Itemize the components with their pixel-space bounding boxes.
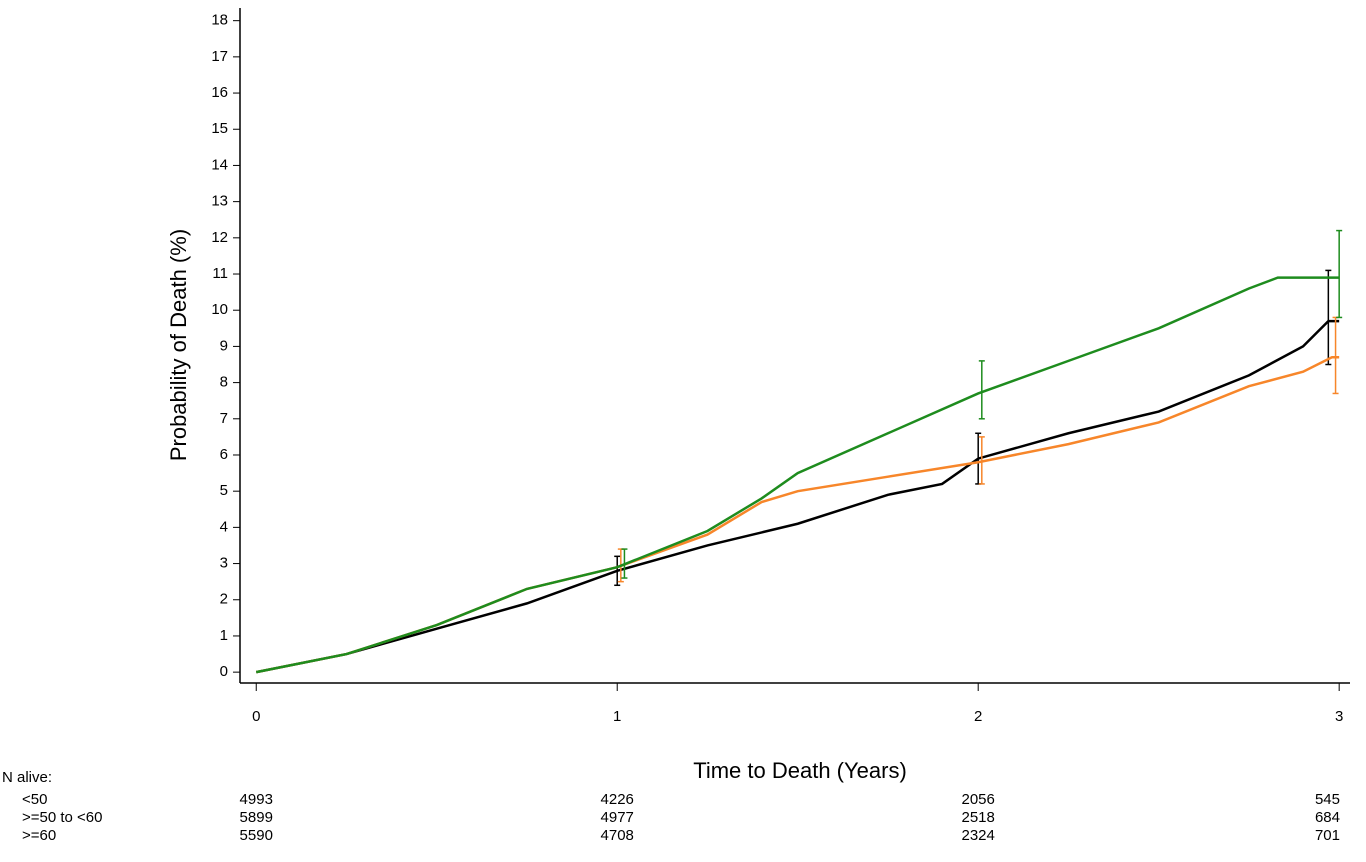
risk-table-title: N alive:: [2, 769, 52, 786]
risk-count: 4708: [601, 827, 634, 844]
y-tick-label: 16: [211, 84, 228, 101]
x-tick-label: 1: [613, 708, 621, 725]
y-tick-label: 18: [211, 12, 228, 29]
y-tick-label: 14: [211, 156, 228, 173]
x-tick-label: 2: [974, 708, 982, 725]
y-tick-label: 13: [211, 193, 228, 210]
y-tick-label: 0: [220, 663, 228, 680]
risk-count: 701: [1315, 827, 1340, 844]
y-axis-label: Probability of Death (%): [166, 229, 191, 461]
y-tick-label: 12: [211, 229, 228, 246]
risk-count: 5899: [240, 809, 273, 826]
y-tick-label: 10: [211, 301, 228, 318]
y-tick-label: 2: [220, 591, 228, 608]
y-tick-label: 9: [220, 337, 228, 354]
risk-row-name: >=60: [22, 827, 56, 844]
x-tick-label: 0: [252, 708, 260, 725]
risk-count: 4993: [240, 791, 273, 808]
risk-row-name: <50: [22, 791, 47, 808]
risk-count: 545: [1315, 791, 1340, 808]
y-tick-label: 5: [220, 482, 228, 499]
series-line: [255, 319, 1340, 674]
risk-count: 684: [1315, 809, 1340, 826]
y-tick-label: 1: [220, 627, 228, 644]
y-tick-label: 3: [220, 555, 228, 572]
y-tick-label: 7: [220, 410, 228, 427]
y-tick-label: 8: [220, 374, 228, 391]
risk-count: 4977: [601, 809, 634, 826]
x-axis-label: Time to Death (Years): [693, 758, 907, 783]
series-line: [255, 276, 1340, 674]
y-tick-label: 4: [220, 518, 228, 535]
risk-count: 5590: [240, 827, 273, 844]
y-tick-label: 6: [220, 446, 228, 463]
risk-count: 4226: [601, 791, 634, 808]
y-tick-label: 17: [211, 48, 228, 65]
risk-row-name: >=50 to <60: [22, 809, 103, 826]
y-tick-label: 11: [212, 265, 228, 282]
risk-count: 2518: [962, 809, 995, 826]
y-tick-label: 15: [211, 120, 228, 137]
x-tick-label: 3: [1335, 708, 1343, 725]
risk-count: 2324: [962, 827, 995, 844]
risk-count: 2056: [962, 791, 995, 808]
